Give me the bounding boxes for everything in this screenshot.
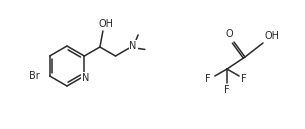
Text: F: F [224,85,230,95]
Text: OH: OH [99,19,113,29]
Text: Br: Br [29,71,40,81]
Text: N: N [129,41,137,51]
Text: O: O [225,29,233,39]
Text: OH: OH [264,31,279,41]
Text: F: F [241,74,247,84]
Text: F: F [205,74,211,84]
Text: N: N [82,73,89,83]
